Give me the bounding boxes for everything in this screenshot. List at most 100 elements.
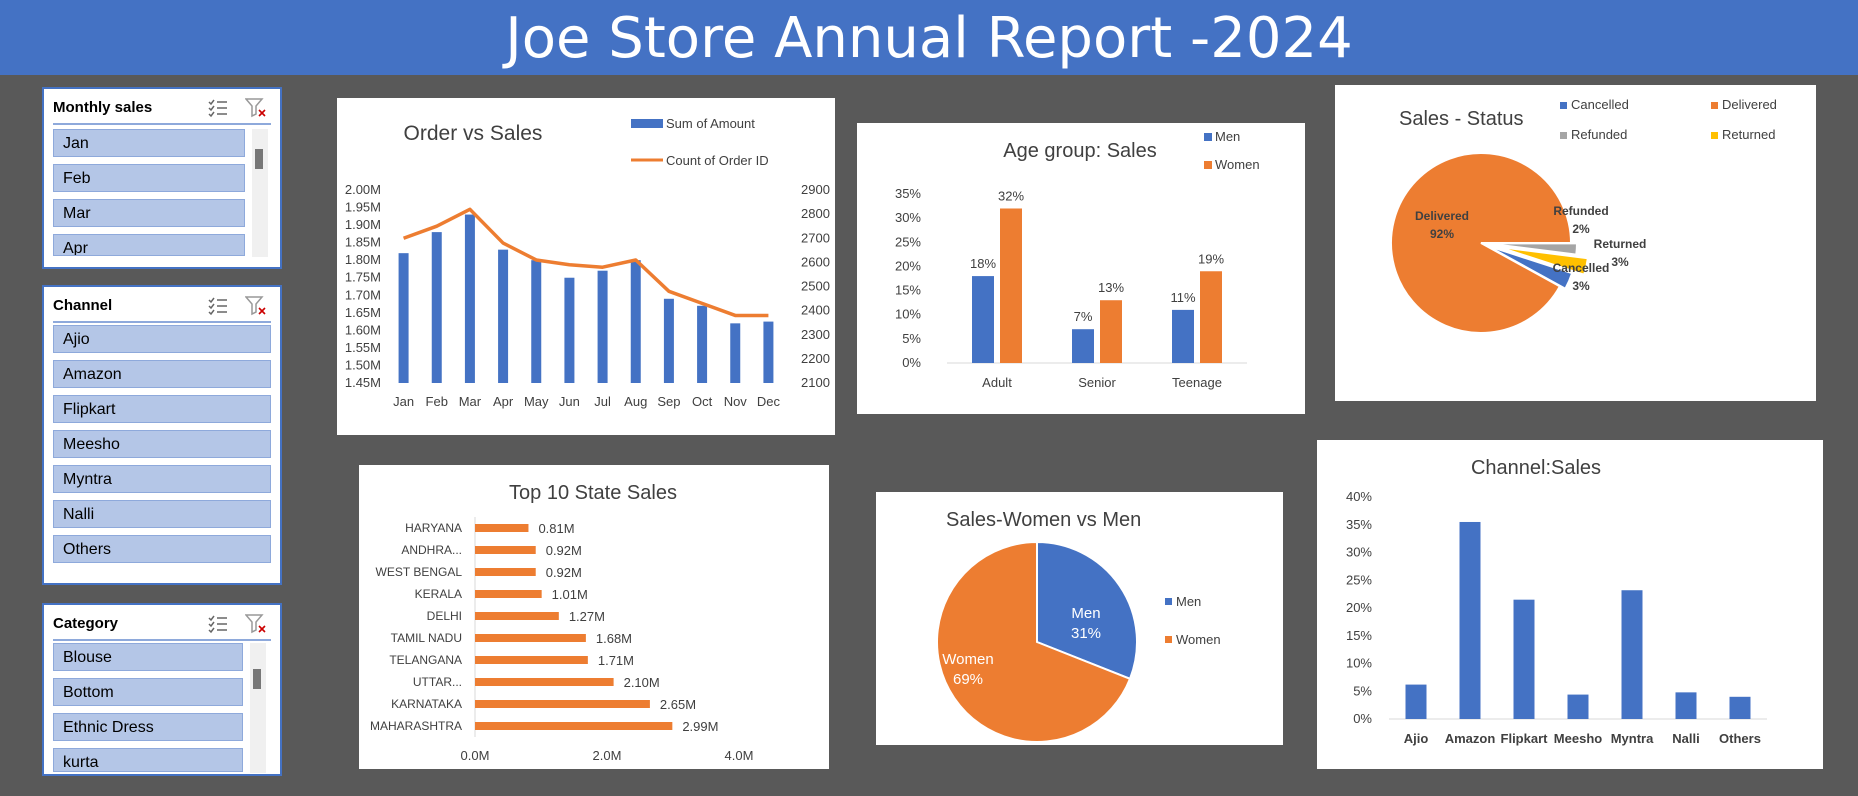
data-label-name: Women bbox=[942, 651, 993, 668]
bar-state bbox=[475, 524, 529, 532]
bar-women bbox=[1100, 300, 1122, 363]
y2-tick-label: 2500 bbox=[801, 279, 830, 294]
bar-channel bbox=[1567, 694, 1589, 719]
clear-filter-icon[interactable] bbox=[244, 613, 267, 635]
y-tick-label: HARYANA bbox=[405, 521, 462, 535]
x-tick-label: Senior bbox=[1078, 375, 1116, 390]
slicer-item[interactable]: Nalli bbox=[53, 500, 271, 528]
slicer-item[interactable]: Blouse bbox=[53, 643, 243, 671]
bar-state bbox=[475, 590, 542, 598]
report-title: Joe Store Annual Report -2024 bbox=[0, 0, 1858, 75]
data-label-value: 3% bbox=[1572, 279, 1590, 293]
scrollbar[interactable] bbox=[252, 129, 268, 257]
data-label: 19% bbox=[1198, 251, 1224, 266]
y-tick-label: TAMIL NADU bbox=[391, 631, 462, 645]
data-label-value: 2% bbox=[1572, 222, 1590, 236]
data-label-value: 31% bbox=[1071, 625, 1101, 642]
multi-select-icon[interactable] bbox=[207, 295, 229, 317]
legend-swatch bbox=[1560, 102, 1567, 109]
pie-slice-returned bbox=[1498, 245, 1589, 276]
bar-channel bbox=[1729, 696, 1751, 719]
y2-tick-label: 2600 bbox=[801, 254, 830, 269]
bar-sum-of-amount bbox=[398, 253, 409, 383]
bar-state bbox=[475, 612, 559, 620]
data-label: 0.92M bbox=[546, 565, 582, 580]
y-tick-label: 1.95M bbox=[345, 200, 381, 215]
slicer-item[interactable]: Bottom bbox=[53, 678, 243, 706]
bar-sum-of-amount bbox=[464, 214, 475, 383]
y-tick-label: 35% bbox=[1346, 517, 1372, 532]
legend-label: Women bbox=[1176, 632, 1221, 647]
slicer-item[interactable]: Feb bbox=[53, 164, 245, 192]
y-tick-label: 1.45M bbox=[345, 375, 381, 390]
legend-swatch bbox=[1560, 132, 1567, 139]
slicer-item[interactable]: Flipkart bbox=[53, 395, 271, 423]
pie-slice-refunded bbox=[1486, 242, 1578, 256]
slicer-item[interactable]: Ajio bbox=[53, 325, 271, 353]
slicer-item[interactable]: Myntra bbox=[53, 465, 271, 493]
multi-select-icon[interactable] bbox=[207, 97, 229, 119]
data-label: 1.71M bbox=[598, 653, 634, 668]
scrollbar-thumb[interactable] bbox=[255, 149, 263, 169]
x-tick-label: Myntra bbox=[1611, 731, 1654, 746]
y-tick-label: 20% bbox=[895, 258, 921, 273]
bar-state bbox=[475, 546, 536, 554]
bar-channel bbox=[1405, 684, 1427, 719]
scrollbar-thumb[interactable] bbox=[253, 669, 261, 689]
slicer-item[interactable]: Meesho bbox=[53, 430, 271, 458]
chart-sales-status: Sales - Status Cancelled Delivered Refunded… bbox=[1335, 85, 1816, 401]
bar-sum-of-amount bbox=[564, 277, 575, 383]
slicer-header: Monthly sales bbox=[53, 97, 271, 125]
slicer-item[interactable]: Amazon bbox=[53, 360, 271, 388]
pie-slice-women bbox=[936, 540, 1132, 743]
bar-men bbox=[1072, 329, 1094, 363]
slicer-item[interactable]: Jan bbox=[53, 129, 245, 157]
data-label: 0.81M bbox=[538, 521, 574, 536]
slicer-item[interactable]: Others bbox=[53, 535, 271, 563]
bar-sum-of-amount bbox=[697, 305, 708, 383]
y-tick-label: 2.00M bbox=[345, 182, 381, 197]
y-tick-label: 1.75M bbox=[345, 270, 381, 285]
multi-select-icon[interactable] bbox=[207, 613, 229, 635]
pie-slice-cancelled bbox=[1486, 244, 1574, 291]
bar-men bbox=[1172, 309, 1194, 363]
chart-title: Sales-Women vs Men bbox=[946, 509, 1141, 531]
scrollbar[interactable] bbox=[250, 643, 266, 773]
x-tick-label: Amazon bbox=[1445, 731, 1496, 746]
clear-filter-icon[interactable] bbox=[244, 97, 267, 119]
x-tick-label: May bbox=[524, 394, 549, 409]
data-label-name: Refunded bbox=[1553, 204, 1608, 218]
legend-swatch bbox=[1165, 598, 1172, 605]
y-tick-label: 0% bbox=[902, 355, 921, 370]
bar-sum-of-amount bbox=[531, 260, 542, 383]
slicer-item[interactable]: kurta bbox=[53, 748, 243, 772]
x-tick-label: Apr bbox=[493, 394, 514, 409]
bar-channel bbox=[1675, 692, 1697, 719]
y-tick-label: 25% bbox=[895, 234, 921, 249]
x-tick-label: Sep bbox=[657, 394, 680, 409]
slicer-channel: Channel Ajio Amazon Flipkart Meesho Mynt… bbox=[42, 285, 282, 585]
clear-filter-icon[interactable] bbox=[244, 295, 267, 317]
chart-title: Order vs Sales bbox=[404, 122, 543, 145]
slicer-item[interactable]: Ethnic Dress bbox=[53, 713, 243, 741]
y-tick-label: 30% bbox=[1346, 545, 1372, 560]
channel-sales-svg: Channel:Sales 0% 5% 10% 15% 20% 25% 30% 35% 40% Aj… bbox=[1346, 457, 1767, 746]
legend-swatch bbox=[1711, 132, 1718, 139]
bar-state bbox=[475, 656, 588, 664]
legend-label: Delivered bbox=[1722, 97, 1777, 112]
y2-tick-label: 2300 bbox=[801, 327, 830, 342]
slicer-item[interactable]: Mar bbox=[53, 199, 245, 227]
slicer-item[interactable]: Apr bbox=[53, 234, 245, 256]
bar-state bbox=[475, 678, 614, 686]
x-tick-label: Meesho bbox=[1554, 731, 1602, 746]
legend-swatch bbox=[1204, 133, 1212, 141]
top10-state-svg: Top 10 State Sales HARYANA 0.81M ANDHRA... 0… bbox=[370, 482, 753, 763]
y2-tick-label: 2400 bbox=[801, 303, 830, 318]
bar-sum-of-amount bbox=[763, 321, 774, 383]
bar-channel bbox=[1513, 599, 1535, 719]
pie-slice-delivered bbox=[1390, 152, 1573, 334]
x-tick-label: 0.0M bbox=[461, 748, 490, 763]
y-tick-label: 1.55M bbox=[345, 340, 381, 355]
slicer-category: Category Blouse Bottom Ethnic Dress kurt… bbox=[42, 603, 282, 776]
y-tick-label: 10% bbox=[895, 307, 921, 322]
